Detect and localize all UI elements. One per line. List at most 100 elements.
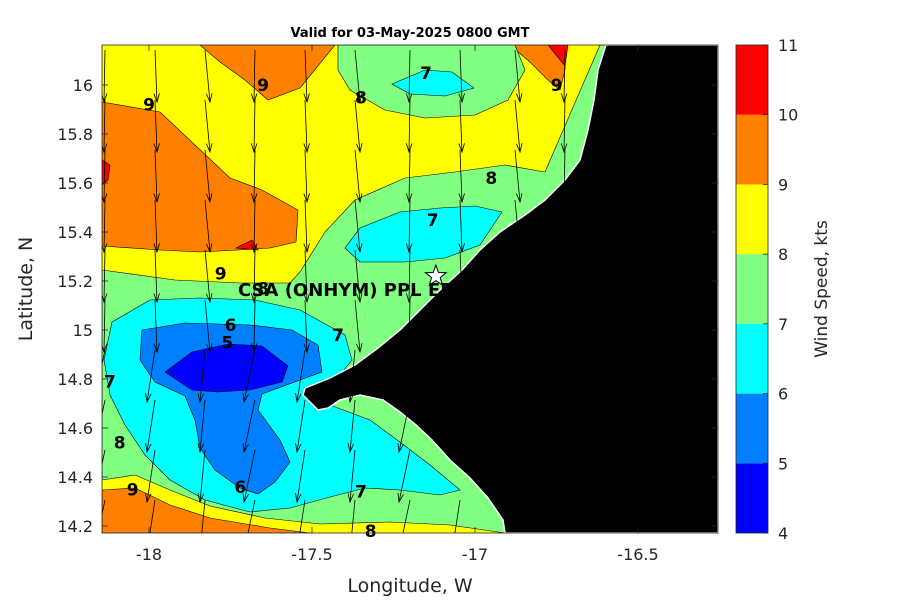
- contour-label: 8: [355, 88, 367, 108]
- wind-arrow: [458, 149, 465, 204]
- wind-arrow: [102, 449, 106, 467]
- wind-arrow: [303, 99, 310, 154]
- wind-arrow: [514, 199, 523, 254]
- wind-arrow: [204, 149, 213, 204]
- wind-arrow: [458, 99, 465, 154]
- wind-arrow: [197, 399, 206, 454]
- wind-arrow: [153, 299, 160, 354]
- y-tick-label: 15.4: [57, 223, 93, 242]
- x-tick-label: -16.5: [617, 545, 658, 564]
- wind-arrow: [303, 299, 310, 354]
- wind-arrow: [295, 349, 306, 404]
- wind-arrow: [197, 449, 206, 504]
- colorbar-swatch: [736, 323, 768, 394]
- wind-arrow: [153, 199, 160, 254]
- contour-label: 7: [332, 326, 344, 346]
- wind-arrow: [102, 499, 106, 517]
- y-tick-label: 14.6: [57, 419, 93, 438]
- wind-arrow: [299, 499, 306, 533]
- wind-arrow: [295, 449, 306, 504]
- speed-band-9-10-north: [199, 45, 336, 101]
- wind-arrow: [145, 449, 156, 504]
- wind-arrow: [458, 249, 465, 304]
- colorbar-tick-label: 7: [778, 315, 788, 334]
- wind-arrow: [560, 149, 568, 204]
- y-tick-label: 14.2: [57, 517, 93, 536]
- wind-arrow: [397, 399, 411, 454]
- colorbar-swatch: [736, 45, 768, 115]
- wind-arrow: [354, 299, 363, 354]
- colorbar: 4 5 6 7 8 9 10 11: [735, 36, 798, 543]
- wind-arrow: [303, 49, 310, 104]
- x-tick-label: -18: [136, 545, 162, 564]
- y-tick-label: 15.6: [57, 174, 93, 193]
- colorbar-tick-label: 9: [778, 175, 788, 194]
- wind-arrow: [149, 499, 156, 533]
- land-area: [302, 45, 718, 533]
- wind-arrow: [153, 49, 160, 104]
- contour-label: 7: [427, 211, 439, 231]
- colorbar-tick-label: 8: [778, 245, 788, 264]
- wind-arrow: [250, 299, 258, 354]
- contour-label: 8: [114, 434, 126, 454]
- wind-arrow: [204, 299, 213, 354]
- wind-arrow: [303, 249, 310, 304]
- contour-label: 9: [551, 76, 563, 96]
- wind-arrow: [250, 199, 258, 254]
- contour-label: 7: [355, 483, 367, 503]
- wind-arrow: [514, 149, 523, 204]
- wind-arrow: [242, 399, 256, 454]
- contour-label: 9: [143, 96, 155, 116]
- colorbar-tick-label: 4: [778, 524, 788, 543]
- wind-arrow: [250, 149, 258, 204]
- wind-arrow: [514, 99, 523, 154]
- contour-label: 9: [257, 76, 269, 96]
- contour-label: 9: [215, 265, 227, 285]
- wind-arrow: [145, 349, 156, 404]
- colorbar-frame: [735, 44, 769, 534]
- contour-label: 8: [365, 522, 377, 542]
- wind-arrow: [560, 99, 568, 154]
- wind-arrow: [242, 349, 256, 404]
- wind-arrow: [204, 199, 213, 254]
- wind-arrow: [354, 149, 363, 204]
- contour-label: 7: [420, 64, 432, 84]
- wind-arrow: [303, 199, 310, 254]
- site-star-icon: [423, 263, 448, 287]
- wind-arrow: [354, 49, 363, 104]
- x-tick-label: -17: [462, 545, 488, 564]
- speed-band-10-11-west: [102, 159, 111, 186]
- wind-speed-map: [102, 45, 718, 533]
- wind-arrow: [405, 99, 413, 154]
- speed-band-6-7-north: [391, 69, 475, 97]
- wind-arrow: [204, 99, 213, 154]
- speed-band-10-11-east: [547, 45, 569, 67]
- wind-arrow: [250, 49, 258, 104]
- contour-label: 6: [234, 478, 246, 498]
- wind-arrow: [102, 349, 106, 367]
- wind-arrow: [560, 49, 568, 104]
- wind-arrow: [204, 249, 213, 304]
- wind-arrow: [514, 249, 523, 304]
- wind-arrow: [247, 499, 256, 533]
- wind-arrow: [454, 499, 461, 533]
- colorbar-swatch: [736, 463, 768, 533]
- wind-arrow: [405, 299, 413, 354]
- chart-title: Valid for 03-May-2025 0800 GMT: [291, 26, 530, 41]
- wind-arrow: [153, 149, 160, 204]
- wind-arrow: [295, 399, 306, 454]
- wind-arrow: [204, 49, 213, 104]
- wind-arrow: [242, 449, 256, 504]
- y-tick-label: 15.8: [57, 125, 93, 144]
- contour-label: 5: [221, 333, 233, 353]
- contour-label: 7: [104, 372, 116, 392]
- wind-arrow: [405, 249, 413, 304]
- wind-arrow: [303, 149, 310, 204]
- wind-arrow: [458, 199, 465, 254]
- wind-arrow: [514, 49, 523, 104]
- y-tick-label: 14.8: [57, 370, 93, 389]
- wind-arrow: [354, 249, 363, 304]
- x-axis-ticks: -18 -17.5 -17 -16.5: [136, 45, 659, 564]
- wind-arrow: [405, 49, 413, 104]
- wind-arrow: [458, 49, 465, 104]
